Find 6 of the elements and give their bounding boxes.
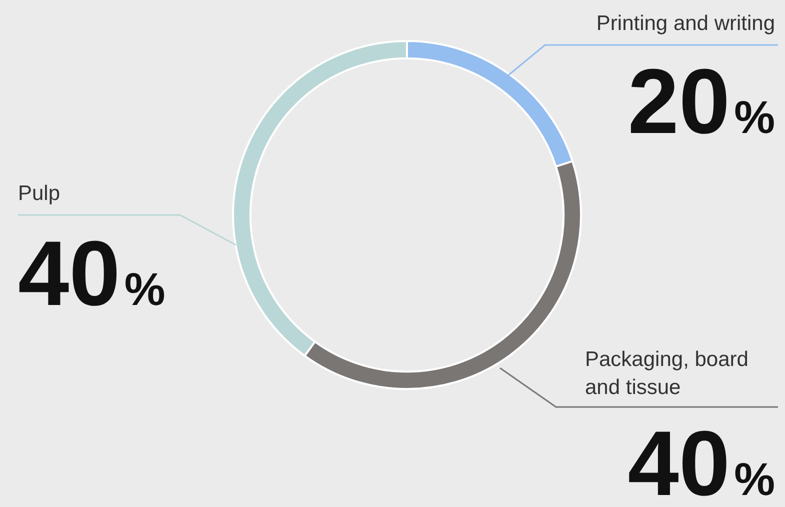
data-label: 40% <box>18 223 166 325</box>
data-label: 40% <box>628 413 776 507</box>
slice-label: Pulp <box>18 182 60 205</box>
slice-label: Packaging, board and tissue <box>585 348 748 399</box>
slice-label: Printing and writing <box>596 12 775 35</box>
data-label: 20% <box>628 51 776 153</box>
